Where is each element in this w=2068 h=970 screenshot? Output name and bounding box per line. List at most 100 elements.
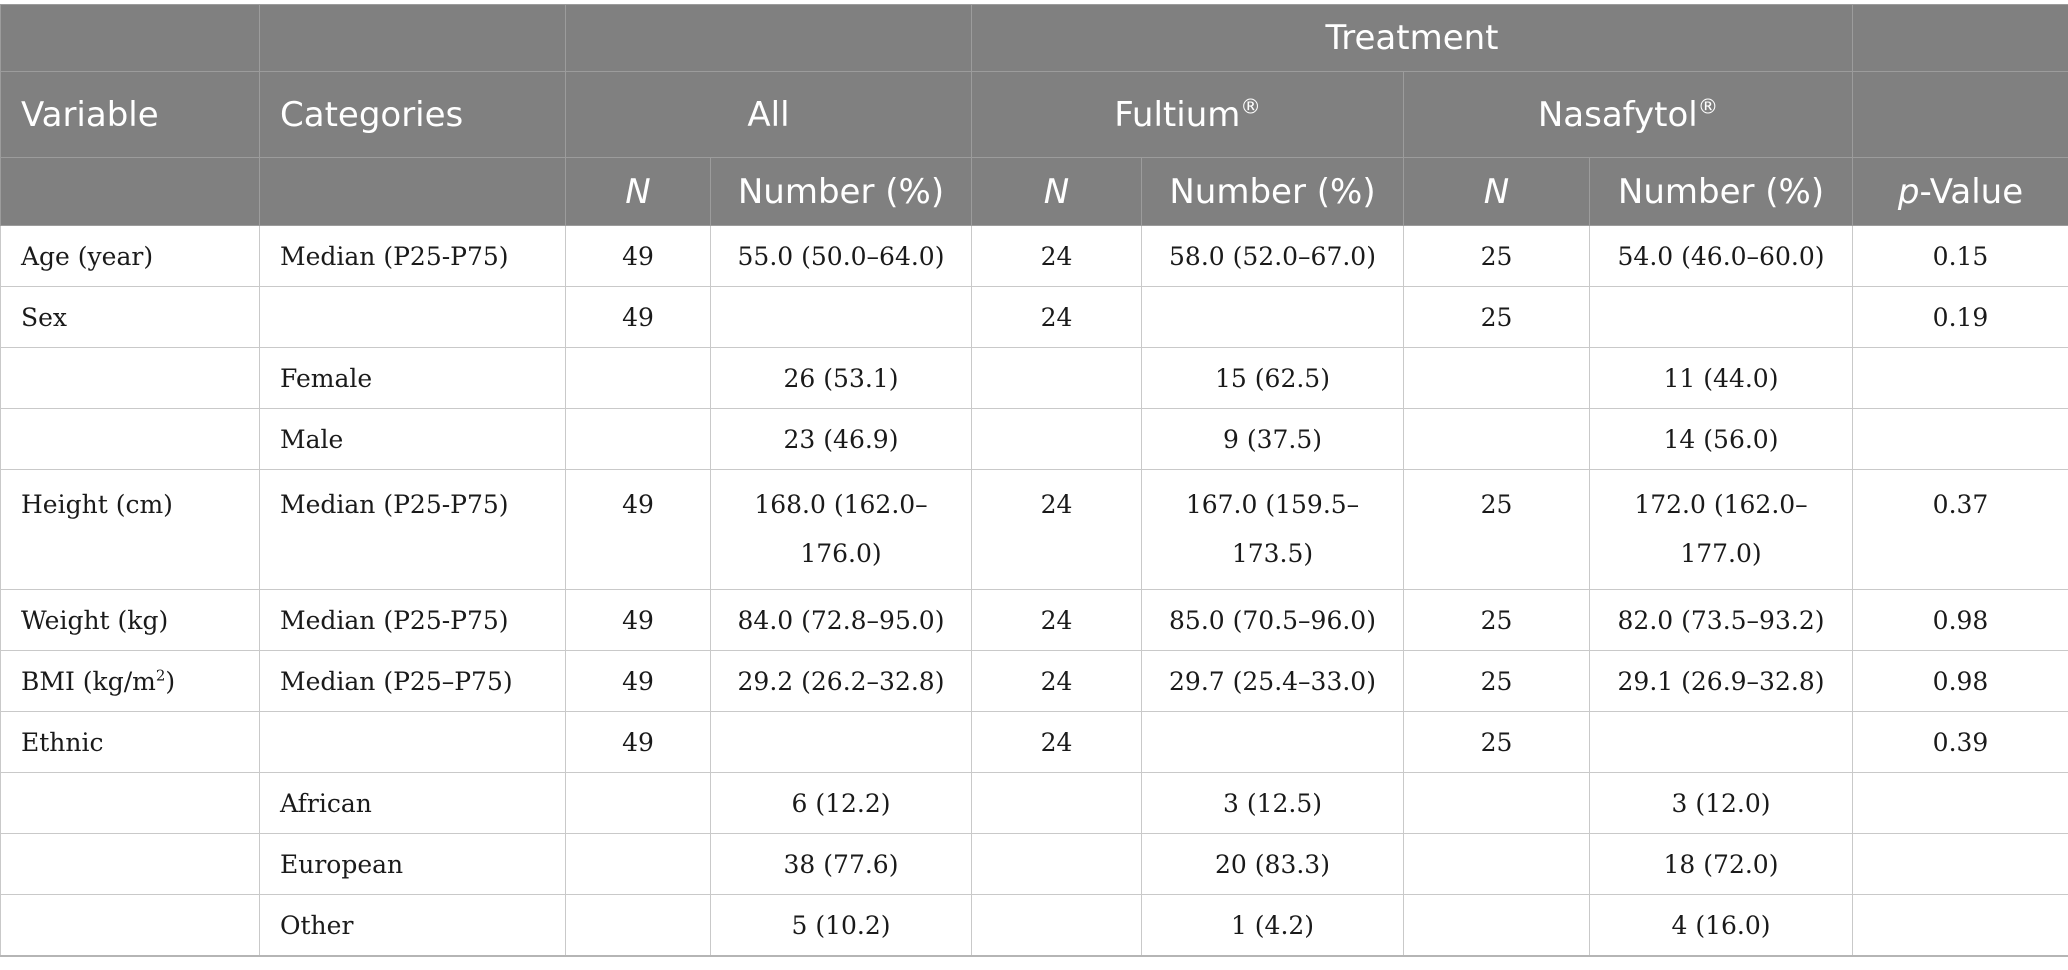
cell-fultium-value: [1141, 711, 1404, 773]
table-row: BMI (kg/m2) Median (P25–P75) 49 29.2 (26…: [0, 650, 2068, 712]
cell-fultium-n: [971, 772, 1142, 834]
cell-nasafytol-n: 25: [1403, 225, 1590, 287]
cell-fultium-value: 3 (12.5): [1141, 772, 1404, 834]
cell-fultium-n: 24: [971, 589, 1142, 651]
cell-category: Median (P25–P75): [259, 650, 566, 712]
header-all-n: N: [565, 157, 711, 226]
cell-all-value: 84.0 (72.8–95.0): [710, 589, 972, 651]
header-row-1: Treatment: [0, 4, 2068, 72]
cell-fultium-value: 29.7 (25.4–33.0): [1141, 650, 1404, 712]
cell-p-value: 0.98: [1852, 650, 2068, 712]
cell-nasafytol-n: 25: [1403, 711, 1590, 773]
cell-nasafytol-n: 25: [1403, 650, 1590, 712]
header-fultium-number-pct: Number (%): [1141, 157, 1404, 226]
cell-all-n: 49: [565, 225, 711, 287]
cell-p-value: [1852, 772, 2068, 834]
cell-all-value: 29.2 (26.2–32.8): [710, 650, 972, 712]
header-row-2: Variable Categories All Fultium® Nasafyt…: [0, 71, 2068, 158]
table-row: Sex 49 24 25 0.19: [0, 286, 2068, 348]
cell-variable: [0, 833, 260, 895]
header-categories: Categories: [259, 71, 566, 158]
header-row-3: N Number (%) N Number (%) N Number (%) p…: [0, 157, 2068, 226]
cell-p-value: 0.19: [1852, 286, 2068, 348]
cell-fultium-value: 9 (37.5): [1141, 408, 1404, 470]
table-row: Male 23 (46.9) 9 (37.5) 14 (56.0): [0, 408, 2068, 470]
cell-category: [259, 711, 566, 773]
cell-all-value: [710, 711, 972, 773]
table-row: Ethnic 49 24 25 0.39: [0, 711, 2068, 773]
table-row: African 6 (12.2) 3 (12.5) 3 (12.0): [0, 772, 2068, 834]
cell-p-value: [1852, 894, 2068, 957]
cell-all-n: [565, 833, 711, 895]
cell-variable: Age (year): [0, 225, 260, 287]
cell-fultium-n: 24: [971, 650, 1142, 712]
cell-all-value: [710, 286, 972, 348]
table-row: Female 26 (53.1) 15 (62.5) 11 (44.0): [0, 347, 2068, 409]
cell-variable: [0, 772, 260, 834]
cell-fultium-n: [971, 408, 1142, 470]
cell-nasafytol-n: [1403, 408, 1590, 470]
cell-fultium-n: [971, 347, 1142, 409]
cell-nasafytol-n: [1403, 347, 1590, 409]
cell-all-n: 49: [565, 589, 711, 651]
cell-variable: [0, 894, 260, 957]
cell-all-value: 6 (12.2): [710, 772, 972, 834]
cell-all-n: 49: [565, 469, 711, 590]
cell-category: Other: [259, 894, 566, 957]
header-p-value: p-Value: [1852, 157, 2068, 226]
header-empty-cell: [1852, 71, 2068, 158]
table-row: Age (year) Median (P25-P75) 49 55.0 (50.…: [0, 225, 2068, 287]
cell-fultium-value: 167.0 (159.5–173.5): [1141, 469, 1404, 590]
cell-fultium-n: 24: [971, 225, 1142, 287]
cell-category: Median (P25-P75): [259, 469, 566, 590]
cell-all-value: 26 (53.1): [710, 347, 972, 409]
cell-variable: BMI (kg/m2): [0, 650, 260, 712]
cell-all-n: [565, 894, 711, 957]
cell-all-n: [565, 772, 711, 834]
cell-all-n: 49: [565, 711, 711, 773]
cell-p-value: 0.39: [1852, 711, 2068, 773]
cell-nasafytol-value: [1588, 711, 1854, 773]
cell-all-value: 23 (46.9): [710, 408, 972, 470]
header-empty-cell: [0, 4, 260, 72]
header-empty-cell: [0, 157, 260, 226]
cell-p-value: 0.15: [1852, 225, 2068, 287]
cell-p-value: [1852, 347, 2068, 409]
header-n-text: N: [1483, 171, 1510, 212]
table-row: European 38 (77.6) 20 (83.3) 18 (72.0): [0, 833, 2068, 895]
cell-all-value: 168.0 (162.0–176.0): [710, 469, 972, 590]
table-header: Treatment Variable Categories All Fultiu…: [0, 4, 2068, 226]
registered-mark: ®: [1697, 94, 1719, 119]
cell-nasafytol-value: [1588, 286, 1854, 348]
cell-nasafytol-value: 54.0 (46.0–60.0): [1588, 225, 1854, 287]
cell-nasafytol-n: 25: [1403, 469, 1590, 590]
cell-all-n: [565, 408, 711, 470]
table-row: Height (cm) Median (P25-P75) 49 168.0 (1…: [0, 469, 2068, 590]
header-p-rest: -Value: [1919, 171, 2024, 212]
cell-category: Male: [259, 408, 566, 470]
cell-variable-superscript: 2: [155, 666, 166, 685]
cell-p-value: 0.37: [1852, 469, 2068, 590]
cell-variable-text: BMI (kg/m: [21, 666, 156, 696]
cell-all-n: 49: [565, 286, 711, 348]
cell-fultium-value: 58.0 (52.0–67.0): [1141, 225, 1404, 287]
cell-fultium-value: [1141, 286, 1404, 348]
header-variable: Variable: [0, 71, 260, 158]
header-n-text: N: [625, 171, 651, 212]
cell-fultium-n: 24: [971, 711, 1142, 773]
header-empty-cell: [1852, 4, 2068, 72]
cell-all-n: 49: [565, 650, 711, 712]
cell-nasafytol-value: 82.0 (73.5–93.2): [1588, 589, 1854, 651]
cell-p-value: [1852, 408, 2068, 470]
cell-nasafytol-value: 29.1 (26.9–32.8): [1588, 650, 1854, 712]
header-empty-cell: [259, 157, 566, 226]
table-row: Other 5 (10.2) 1 (4.2) 4 (16.0): [0, 894, 2068, 957]
header-empty-cell: [565, 4, 972, 72]
cell-variable: Ethnic: [0, 711, 260, 773]
cell-variable: [0, 408, 260, 470]
header-p-italic: p: [1897, 171, 1920, 212]
header-nasafytol: Nasafytol®: [1402, 71, 1854, 158]
cell-fultium-value: 15 (62.5): [1141, 347, 1404, 409]
header-fultium-n: N: [971, 157, 1142, 226]
cell-category: European: [259, 833, 566, 895]
